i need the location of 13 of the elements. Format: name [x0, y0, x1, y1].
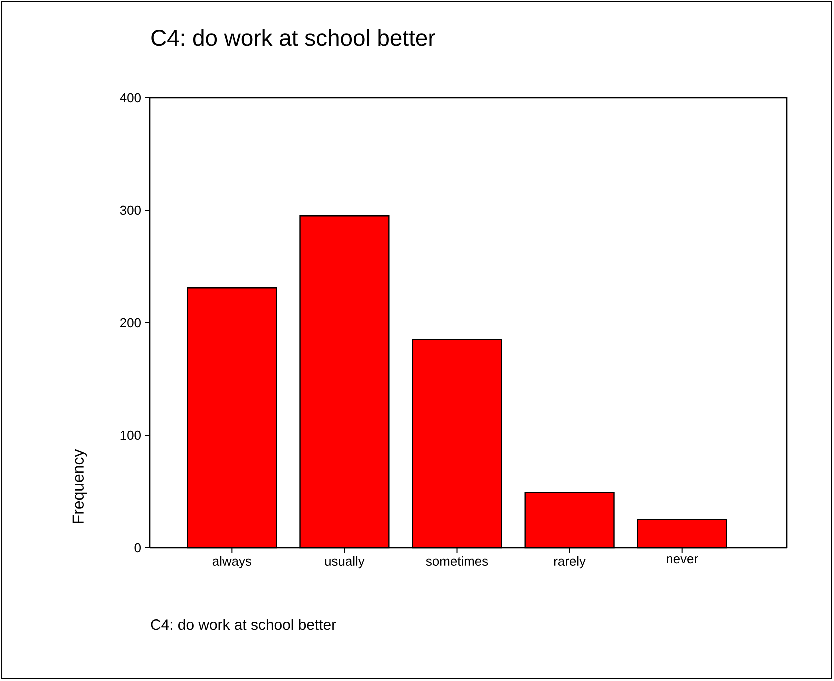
x-tick-label: never [667, 556, 698, 564]
y-tick-label: 400 [120, 93, 141, 103]
y-tick-label: 300 [120, 206, 141, 216]
x-tick-label: rarely [554, 556, 586, 569]
y-tick-label: 200 [120, 318, 141, 328]
x-tick-label: always [212, 556, 252, 569]
x-tick-label: sometimes [426, 556, 488, 566]
x-tick-label: usually [325, 556, 365, 569]
y-tick-label: 0 [134, 543, 141, 553]
y-tick-label: 100 [120, 430, 141, 440]
chart-title: C4: do work at school better [152, 29, 436, 46]
y-axis-title: Frequency [72, 449, 88, 524]
x-axis-title: C4: do work at school better [151, 619, 336, 630]
